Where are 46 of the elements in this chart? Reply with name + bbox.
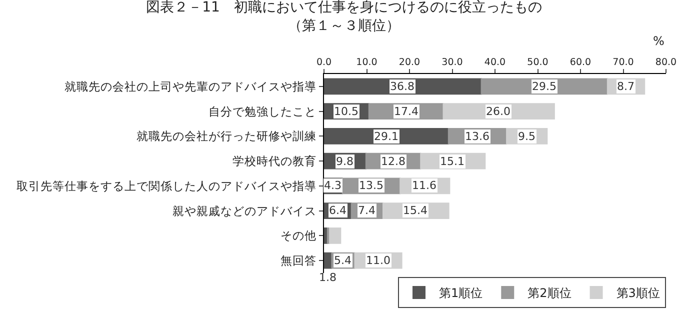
x-tick-label: 40.0 — [484, 57, 506, 68]
data-label: 11.6 — [412, 179, 436, 192]
y-tick-label: 無回答 — [280, 254, 317, 268]
x-tick-label: 60.0 — [570, 57, 592, 68]
y-tick-label: 自分で勉強したこと — [208, 104, 317, 118]
data-label: 9.8 — [336, 155, 354, 168]
data-label: 10.5 — [334, 105, 358, 118]
y-tick-label: 取引先等仕事をする上で関係した人のアドバイスや指導 — [16, 178, 317, 193]
data-label: 11.0 — [366, 254, 390, 267]
y-tick-label: 学校時代の教育 — [232, 154, 317, 168]
x-axis-title: % — [653, 34, 664, 48]
data-label: 15.4 — [403, 204, 428, 217]
data-label: 7.4 — [358, 204, 376, 217]
x-tick-label: 80.0 — [655, 57, 677, 68]
data-label: 9.5 — [518, 130, 536, 143]
chart-title: 図表２－11 初職において仕事を身につけるのに役立ったもの — [146, 0, 542, 16]
x-tick-label: 10.0 — [356, 57, 378, 68]
y-tick-label: 就職先の会社の上司や先輩のアドバイスや指導 — [64, 79, 317, 94]
x-tick-label: 20.0 — [398, 57, 420, 68]
x-tick-label: 70.0 — [612, 57, 634, 68]
data-label: 29.1 — [374, 130, 398, 143]
legend-label: 第2順位 — [528, 286, 572, 300]
data-label: 36.8 — [390, 80, 414, 93]
data-label: 12.8 — [381, 155, 406, 168]
chart-subtitle: （第１～３順位） — [288, 18, 400, 34]
x-tick-label: 0.0 — [316, 57, 332, 68]
legend-label: 第3順位 — [616, 286, 660, 300]
data-label: 1.8 — [319, 271, 336, 284]
data-label: 26.0 — [486, 105, 510, 118]
x-tick-label: 30.0 — [442, 57, 463, 68]
y-tick-label: 就職先の会社が行った研修や訓練 — [136, 129, 317, 144]
data-label: 6.4 — [329, 204, 346, 217]
legend-label: 第1順位 — [439, 286, 483, 300]
data-label: 5.4 — [334, 254, 352, 267]
y-tick-label: 親や親戚などのアドバイス — [172, 204, 317, 218]
x-tick-label: 50.0 — [527, 57, 548, 68]
data-label: 13.5 — [359, 179, 384, 192]
data-label: 29.5 — [532, 80, 556, 93]
bar — [324, 78, 482, 95]
data-label: 4.3 — [324, 179, 342, 192]
bar — [329, 227, 342, 244]
data-label: 17.4 — [394, 105, 418, 118]
data-label: 13.6 — [465, 130, 490, 143]
data-label: 8.7 — [617, 80, 634, 93]
data-label: 15.1 — [440, 155, 464, 168]
y-tick-label: その他 — [280, 228, 317, 243]
